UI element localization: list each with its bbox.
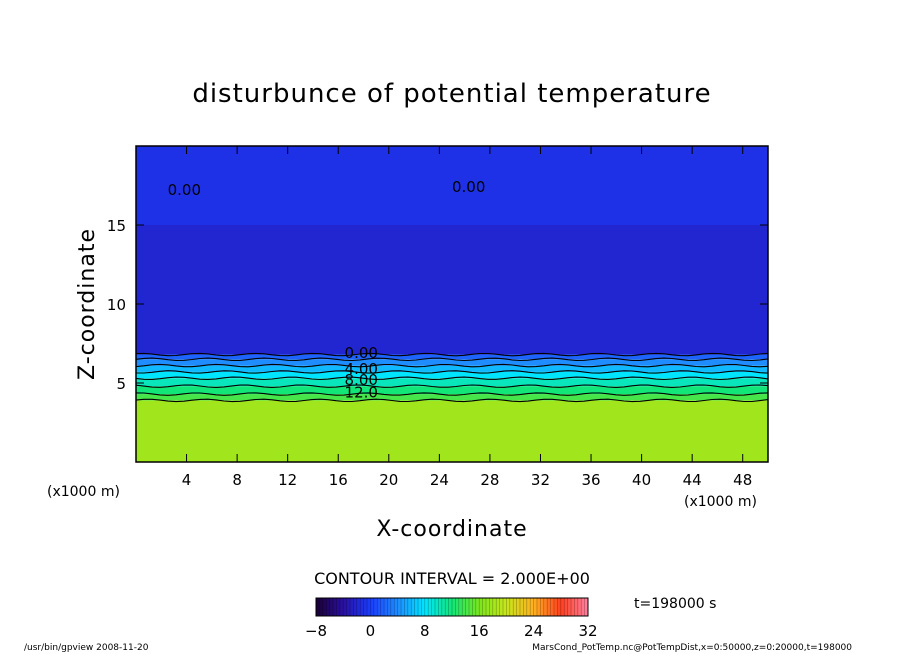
plot-area [136, 146, 768, 462]
x-tick-label: 40 [632, 471, 651, 489]
contour-label: 0.00 [452, 178, 485, 196]
x-tick-label: 24 [430, 471, 449, 489]
x-tick-label: 16 [329, 471, 348, 489]
x-tick-label: 48 [733, 471, 752, 489]
contour-label: 4.00 [345, 360, 378, 378]
colorbar-tick-label: −8 [305, 622, 327, 640]
field-layer [136, 378, 768, 387]
field-layer [136, 359, 768, 366]
y-tick-label: 15 [107, 217, 126, 235]
field-layer [136, 146, 768, 225]
field-layer [136, 354, 768, 360]
colorbar-tick-label: 0 [366, 622, 376, 640]
colorbar-tick-label: 8 [420, 622, 430, 640]
y-tick-label: 5 [116, 375, 126, 393]
y-tick-label: 10 [107, 296, 126, 314]
contour-interval-label: CONTOUR INTERVAL = 2.000E+00 [314, 569, 590, 588]
x-tick-label: 28 [480, 471, 499, 489]
contour-line [136, 352, 768, 357]
field-layer [136, 386, 768, 395]
field-layer [136, 394, 768, 401]
x-tick-label: 36 [581, 471, 600, 489]
contour-lines [136, 352, 768, 403]
x-axis-label: X-coordinate [376, 517, 527, 542]
contour-line [136, 392, 768, 396]
contour-label: 0.00 [168, 181, 201, 199]
time-label: t=198000 s [634, 596, 716, 612]
x-tick-label: 12 [278, 471, 297, 489]
x-axis: 4 8 12 16 20 24 28 32 36 40 44 48 [182, 146, 752, 489]
field-layer [136, 225, 768, 355]
colorbar [315, 597, 589, 617]
contour-label: 8.00 [345, 371, 378, 389]
colorbar-tick-label: 32 [578, 622, 597, 640]
colorbar-tick-label: 16 [470, 622, 489, 640]
field-layer [136, 400, 768, 462]
contour-line [136, 384, 768, 388]
x-unit-label-left: (x1000 m) [47, 484, 120, 500]
contour-line [136, 370, 768, 374]
footer-left: /usr/bin/gpview 2008-11-20 [24, 643, 149, 653]
contour-label: 12.0 [345, 383, 378, 401]
field-layer [136, 365, 768, 372]
field-layer [136, 371, 768, 379]
x-unit-label-right: (x1000 m) [684, 494, 757, 510]
x-tick-label: 8 [232, 471, 242, 489]
colorbar-tick-label: 24 [524, 622, 543, 640]
footer-right: MarsCond_PotTemp.nc@PotTempDist,x=0:5000… [532, 643, 852, 653]
y-axis-label: Z-coordinate [75, 228, 100, 380]
x-tick-label: 44 [683, 471, 702, 489]
contour-line [136, 357, 768, 362]
x-tick-label: 4 [182, 471, 192, 489]
x-tick-label: 20 [379, 471, 398, 489]
chart-title: disturbunce of potential temperature [192, 79, 711, 109]
contour-line [136, 376, 768, 381]
y-axis: 5 10 15 [107, 217, 768, 393]
colorbar-ticks: −8 0 8 16 24 32 [305, 598, 598, 640]
contour-line [136, 363, 768, 368]
contour-line [136, 398, 768, 403]
x-tick-label: 32 [531, 471, 550, 489]
contour-label: 0.00 [345, 344, 378, 362]
